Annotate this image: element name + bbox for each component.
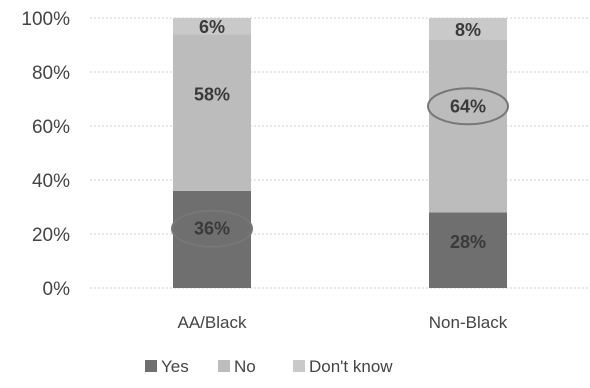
y-tick-label: 100% (21, 9, 70, 30)
data-label: 64% (450, 96, 486, 116)
bar-segment (429, 39, 507, 213)
legend-swatch (145, 360, 157, 372)
y-tick-label: 0% (43, 279, 71, 300)
data-labels-layer: 36% 58% 6% 28% 64% 8% (171, 17, 509, 252)
legend-swatch (293, 360, 305, 372)
bar-segment (173, 34, 251, 191)
y-tick-label: 60% (32, 117, 70, 138)
x-tick-label: Non-Black (429, 313, 508, 332)
legend-label: Don't know (309, 357, 393, 376)
grid-layer (90, 17, 588, 289)
axis-layer: 0% 20% 40% 60% 80% 100% AA/Black Non-Black (21, 9, 507, 332)
data-label: 6% (199, 17, 225, 37)
data-label: 58% (194, 85, 230, 105)
y-tick-label: 40% (32, 171, 70, 192)
bar-segment (429, 212, 507, 288)
data-label: 8% (455, 20, 481, 40)
legend-swatch (218, 360, 230, 372)
legend-label: Yes (161, 357, 189, 376)
bars-layer (173, 18, 507, 288)
y-tick-label: 80% (32, 63, 70, 84)
data-label: 28% (450, 232, 486, 252)
x-tick-label: AA/Black (178, 313, 247, 332)
legend: Yes No Don't know (145, 357, 393, 376)
y-tick-label: 20% (32, 225, 70, 246)
bar-segment (173, 18, 251, 35)
data-label: 36% (194, 219, 230, 239)
legend-label: No (234, 357, 256, 376)
highlight-circle (171, 209, 253, 248)
bar-segment (173, 190, 251, 288)
bar-segment (429, 18, 507, 40)
highlight-circle (427, 87, 509, 126)
